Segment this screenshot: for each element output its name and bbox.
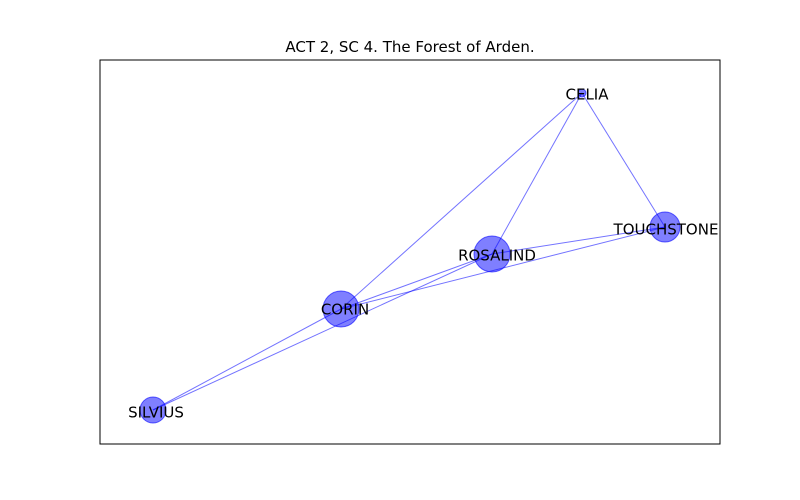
node-corin xyxy=(322,290,360,328)
node-label-silvius: SILVIUS xyxy=(128,404,184,422)
edge-silvius-rosalind xyxy=(152,253,493,411)
edge-celia-rosalind xyxy=(491,92,583,255)
figure-title: ACT 2, SC 4. The Forest of Arden. xyxy=(285,38,534,56)
edge-celia-corin xyxy=(340,92,583,310)
edge-celia-touchstone xyxy=(581,92,666,228)
edges-layer xyxy=(152,92,666,411)
node-celia xyxy=(577,88,587,98)
node-silvius xyxy=(139,396,167,424)
node-rosalind xyxy=(473,235,511,273)
edge-silvius-corin xyxy=(152,308,342,411)
edge-rosalind-touchstone xyxy=(491,226,666,255)
node-label-touchstone: TOUCHSTONE xyxy=(613,221,719,239)
node-label-rosalind: ROSALIND xyxy=(458,247,536,265)
node-label-corin: CORIN xyxy=(321,301,369,319)
node-label-celia: CELIA xyxy=(566,86,610,104)
plot-frame xyxy=(99,59,721,445)
node-touchstone xyxy=(649,211,681,243)
nodes-layer xyxy=(139,88,681,424)
edge-corin-rosalind xyxy=(340,253,493,310)
labels-layer: CELIA TOUCHSTONE ROSALIND CORIN SILVIUS xyxy=(128,86,718,422)
